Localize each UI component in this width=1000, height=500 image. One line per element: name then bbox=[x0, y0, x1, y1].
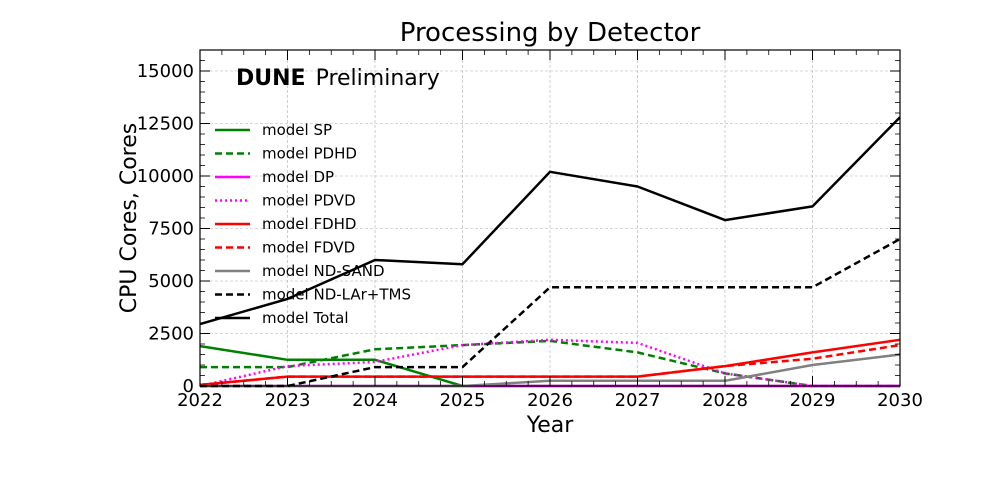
y-axis-label: CPU Cores, Cores bbox=[117, 123, 142, 313]
tick-layer: 2022 2023 2024 2025 2026 2027 2028 2029 2030 0 250… bbox=[137, 49, 923, 411]
y-tick-label: 5000 bbox=[148, 271, 194, 292]
x-tick-label: 2028 bbox=[702, 390, 748, 411]
legend-label-model-pdhd: model PDHD bbox=[262, 145, 357, 163]
dune-preliminary-annotation: DUNE Preliminary bbox=[236, 66, 440, 91]
legend: model SP model PDHD model DP model PDVD mode… bbox=[215, 121, 411, 327]
chart-title: Processing by Detector bbox=[400, 18, 701, 48]
legend-label-model-nd-sand: model ND-SAND bbox=[262, 262, 385, 280]
y-tick-label: 0 bbox=[183, 376, 194, 397]
annotation-normal: Preliminary bbox=[316, 66, 440, 91]
series-line-model-fdvd bbox=[199, 343, 901, 387]
x-tick-label: 2027 bbox=[615, 390, 661, 411]
legend-label-model-dp: model DP bbox=[262, 168, 334, 186]
x-tick-label: 2026 bbox=[527, 390, 573, 411]
x-tick-label: 2029 bbox=[790, 390, 836, 411]
y-tick-label: 15000 bbox=[137, 61, 194, 82]
x-tick-label: 2025 bbox=[440, 390, 486, 411]
x-axis-label: Year bbox=[526, 413, 575, 438]
legend-label-model-pdvd: model PDVD bbox=[262, 192, 356, 210]
legend-label-model-total: model Total bbox=[262, 309, 349, 327]
annotation-bold: DUNE bbox=[236, 66, 306, 91]
y-tick-label: 10000 bbox=[137, 166, 194, 187]
x-tick-label: 2022 bbox=[177, 390, 223, 411]
y-tick-label: 7500 bbox=[148, 219, 194, 240]
series-line-model-pdhd bbox=[200, 339, 900, 388]
y-tick-label: 2500 bbox=[148, 324, 194, 345]
series-line-model-total bbox=[199, 116, 901, 326]
x-tick-label: 2024 bbox=[352, 390, 398, 411]
x-tick-label: 2030 bbox=[877, 390, 923, 411]
x-tick-label: 2023 bbox=[265, 390, 311, 411]
y-tick-label: 12500 bbox=[137, 114, 194, 135]
legend-label-model-fdhd: model FDHD bbox=[262, 215, 356, 233]
legend-label-model-sp: model SP bbox=[262, 121, 332, 139]
legend-label-model-nd-lar-tms: model ND-LAr+TMS bbox=[262, 286, 411, 304]
grid-layer bbox=[200, 50, 900, 386]
series-line-model-nd-lar-tms bbox=[200, 237, 901, 388]
legend-label-model-fdvd: model FDVD bbox=[262, 239, 355, 257]
